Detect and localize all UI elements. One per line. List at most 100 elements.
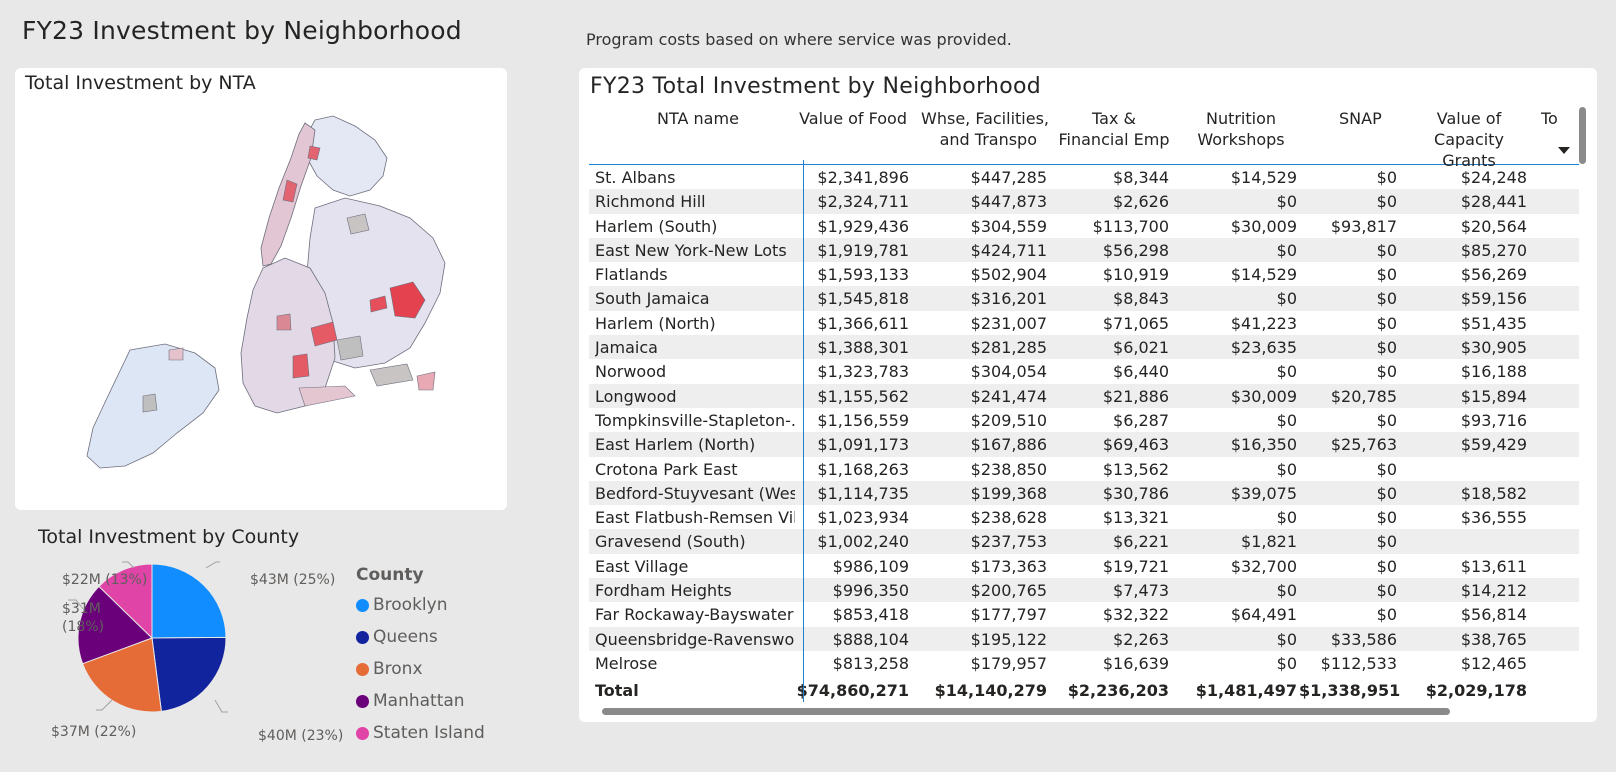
col-header-capacity-grants[interactable]: Value of Capacity Grants — [1407, 108, 1531, 171]
col-header-snap[interactable]: SNAP — [1339, 109, 1382, 128]
table-row[interactable]: Bedford-Stuyvesant (West) $1,114,735 $199,… — [589, 480, 1579, 506]
cell-tax: $13,321 — [1102, 508, 1169, 528]
cell-value-of-food: $1,593,133 — [817, 265, 909, 285]
cell-snap: $0 — [1376, 289, 1397, 309]
cell-nutrition: $0 — [1276, 653, 1297, 673]
cell-nta-name: Harlem (North) — [595, 313, 716, 333]
table-row[interactable]: East Village $986,109 $173,363 $19,721 $32,7… — [589, 554, 1579, 578]
table-row[interactable]: Flatlands $1,593,133 $502,904 $10,919 $14,52… — [589, 262, 1579, 286]
table-row[interactable]: Tompkinsville-Stapleton-... $1,156,559 $20… — [589, 408, 1579, 432]
table-row[interactable]: Fordham Heights $996,350 $200,765 $7,473 $0 $… — [589, 578, 1579, 603]
pie-legend: County Brooklyn Queens Bronx Manhattan S… — [356, 565, 485, 749]
total-nutrition: $1,481,497 — [1195, 681, 1297, 701]
table-row[interactable]: Melrose $813,258 $179,957 $16,639 $0 $112,533… — [589, 651, 1579, 675]
pie-slice-queens[interactable] — [151, 636, 227, 712]
cell-value-of-food: $813,258 — [832, 653, 909, 673]
col-header-nutrition[interactable]: Nutrition Workshops — [1181, 108, 1301, 150]
cell-nta-name: Longwood — [595, 386, 677, 406]
nyc-nta-map[interactable] — [15, 68, 507, 510]
cell-tax: $32,322 — [1102, 605, 1169, 625]
pie-slice-manhattan[interactable] — [77, 585, 153, 665]
cell-nutrition: $16,350 — [1230, 435, 1297, 455]
cell-snap: $0 — [1376, 362, 1397, 382]
cell-capacity-grants: $13,611 — [1460, 556, 1527, 576]
legend-item-staten-island[interactable]: Staten Island — [356, 717, 485, 749]
map-visual[interactable]: Total Investment by NTA — [15, 68, 507, 510]
table-row[interactable]: St. Albans $2,341,896 $447,285 $8,344 $14,52… — [589, 165, 1579, 189]
legend-title: County — [356, 565, 424, 585]
table-row[interactable]: East Flatbush-Remsen Vil... $1,023,934 $23… — [589, 505, 1579, 529]
cell-capacity-grants: $14,212 — [1460, 581, 1527, 601]
table-row[interactable]: Longwood $1,155,562 $241,474 $21,886 $30,009… — [589, 383, 1579, 408]
cell-tax: $71,065 — [1102, 313, 1169, 333]
cell-snap: $0 — [1376, 483, 1397, 503]
legend-item-manhattan[interactable]: Manhattan — [356, 685, 485, 717]
pie-leader-line — [122, 561, 135, 569]
cell-value-of-food: $1,388,301 — [817, 338, 909, 358]
table-row[interactable]: Richmond Hill $2,324,711 $447,873 $2,626 $0 $… — [589, 189, 1579, 214]
table-row[interactable]: South Jamaica $1,545,818 $316,201 $8,843 $0 $… — [589, 286, 1579, 311]
cell-nta-name: East Harlem (North) — [595, 435, 756, 455]
legend-dot-icon — [356, 662, 369, 676]
cell-snap: $0 — [1376, 168, 1397, 187]
cell-capacity-grants: $30,905 — [1460, 338, 1527, 358]
legend-item-brooklyn[interactable]: Brooklyn — [356, 589, 485, 621]
pie-label-bronx: $37M (22%) — [51, 724, 137, 740]
sort-descending-icon[interactable] — [1558, 147, 1570, 154]
legend-label: Staten Island — [373, 723, 485, 743]
cell-tax: $7,473 — [1113, 581, 1169, 601]
col-header-nta-name[interactable]: NTA name — [657, 109, 739, 128]
cell-snap: $112,533 — [1320, 653, 1397, 673]
cell-snap: $0 — [1376, 313, 1397, 333]
cell-nta-name: St. Albans — [595, 168, 676, 187]
page-subtitle: Program costs based on where service was… — [586, 30, 1012, 49]
cell-nutrition: $0 — [1276, 508, 1297, 528]
cell-nta-name: Bedford-Stuyvesant (West) — [595, 483, 795, 503]
pie-slice-brooklyn[interactable] — [151, 563, 227, 639]
cell-value-of-food: $1,002,240 — [817, 532, 909, 552]
horizontal-scrollbar[interactable] — [602, 708, 1450, 715]
cell-nutrition: $0 — [1276, 629, 1297, 649]
col-header-value-of-food[interactable]: Value of Food — [799, 109, 907, 128]
cell-value-of-food: $1,156,559 — [817, 410, 909, 430]
cell-whse: $238,850 — [970, 459, 1047, 479]
table-row[interactable]: Jamaica $1,388,301 $281,285 $6,021 $23,635 $0… — [589, 335, 1579, 360]
vertical-scrollbar[interactable] — [1579, 107, 1586, 164]
investment-table-visual[interactable]: FY23 Total Investment by Neighborhood NT… — [579, 68, 1597, 722]
table-row[interactable]: Queensbridge-Ravenswo... $888,104 $195,122… — [589, 626, 1579, 651]
table-row[interactable]: East New York-New Lots $1,919,781 $424,711… — [589, 237, 1579, 263]
col-header-tax[interactable]: Tax & Financial Emp — [1049, 108, 1179, 150]
cell-tax: $56,298 — [1102, 240, 1169, 260]
pie-slice-staten-island[interactable] — [98, 563, 153, 640]
legend-label: Brooklyn — [373, 595, 448, 615]
table-row[interactable]: East Harlem (North) $1,091,173 $167,886 $69… — [589, 432, 1579, 457]
cell-capacity-grants: $20,564 — [1460, 216, 1527, 236]
col-header-total-truncated[interactable]: To — [1541, 109, 1558, 128]
cell-nutrition: $14,529 — [1230, 168, 1297, 187]
table-row[interactable]: Norwood $1,323,783 $304,054 $6,440 $0 $0 $16,1… — [589, 359, 1579, 383]
page-title: FY23 Investment by Neighborhood — [22, 16, 462, 45]
legend-item-bronx[interactable]: Bronx — [356, 653, 485, 685]
pie-label-queens: $40M (23%) — [258, 728, 344, 744]
cell-value-of-food: $1,929,436 — [817, 216, 909, 236]
col-header-whse[interactable]: Whse, Facilities, and Transpo — [919, 108, 1049, 150]
pie-label-manhattan-1: $31M — [62, 601, 101, 617]
cell-value-of-food: $888,104 — [832, 629, 909, 649]
table-row[interactable]: Far Rockaway-Bayswater $853,418 $177,797 $3… — [589, 602, 1579, 626]
table-row[interactable]: Crotona Park East $1,168,263 $238,850 $13,5… — [589, 457, 1579, 481]
cell-whse: $241,474 — [970, 386, 1047, 406]
legend-label: Queens — [373, 627, 438, 647]
cell-whse: $304,559 — [970, 216, 1047, 236]
legend-item-queens[interactable]: Queens — [356, 621, 485, 653]
county-pie-chart[interactable] — [40, 560, 280, 740]
cell-snap: $0 — [1376, 240, 1397, 260]
table-row[interactable]: Harlem (North) $1,366,611 $231,007 $71,065 $… — [589, 311, 1579, 335]
table-row[interactable]: Gravesend (South) $1,002,240 $237,753 $6,22… — [589, 529, 1579, 554]
table-row[interactable]: Harlem (South) $1,929,436 $304,559 $113,700… — [589, 214, 1579, 238]
cell-nutrition: $0 — [1276, 192, 1297, 212]
pie-label-staten: $22M (13%) — [62, 572, 148, 588]
cell-nta-name: Crotona Park East — [595, 459, 738, 479]
total-capacity: $2,029,178 — [1425, 681, 1527, 701]
col-header-tax-line2: Financial Emp — [1058, 130, 1170, 149]
cell-value-of-food: $2,324,711 — [817, 192, 909, 212]
